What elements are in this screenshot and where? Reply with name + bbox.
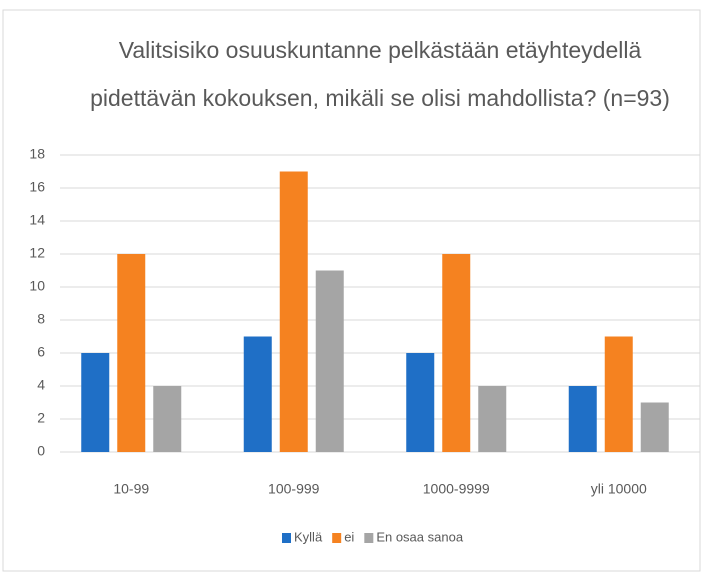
- x-tick-label: 1000-9999: [423, 481, 490, 497]
- x-tick-label: yli 10000: [591, 481, 647, 497]
- legend-swatch: [332, 533, 342, 543]
- x-tick-label: 10-99: [113, 481, 149, 497]
- legend-swatch: [364, 533, 374, 543]
- bar: [406, 353, 435, 452]
- bar: [568, 386, 597, 452]
- x-tick-label: 100-999: [268, 481, 320, 497]
- chart-frame: [2, 9, 701, 572]
- y-tick-label: 0: [37, 443, 45, 459]
- y-tick-label: 14: [29, 212, 45, 228]
- y-tick-label: 8: [37, 311, 45, 327]
- y-tick-label: 18: [29, 146, 45, 162]
- chart-title: Valitsisiko osuuskuntanne pelkästään etä…: [119, 37, 642, 63]
- y-tick-label: 10: [29, 278, 45, 294]
- y-tick-label: 2: [37, 410, 45, 426]
- legend-label: En osaa sanoa: [376, 529, 464, 544]
- y-tick-label: 4: [37, 377, 45, 393]
- legend-label: ei: [344, 529, 354, 544]
- y-tick-label: 16: [29, 179, 45, 195]
- bar: [604, 336, 633, 452]
- bar: [81, 353, 110, 452]
- bar: [153, 386, 182, 452]
- bar: [279, 171, 308, 452]
- bar: [243, 336, 272, 452]
- chart-title: pidettävän kokouksen, mikäli se olisi ma…: [90, 85, 670, 111]
- y-tick-label: 12: [29, 245, 45, 261]
- bar: [442, 254, 471, 452]
- bar: [117, 254, 146, 452]
- bar: [478, 386, 507, 452]
- y-tick-label: 6: [37, 344, 45, 360]
- bar: [315, 270, 344, 452]
- bar: [640, 402, 669, 452]
- legend-swatch: [282, 533, 291, 543]
- legend-label: Kyllä: [294, 529, 323, 544]
